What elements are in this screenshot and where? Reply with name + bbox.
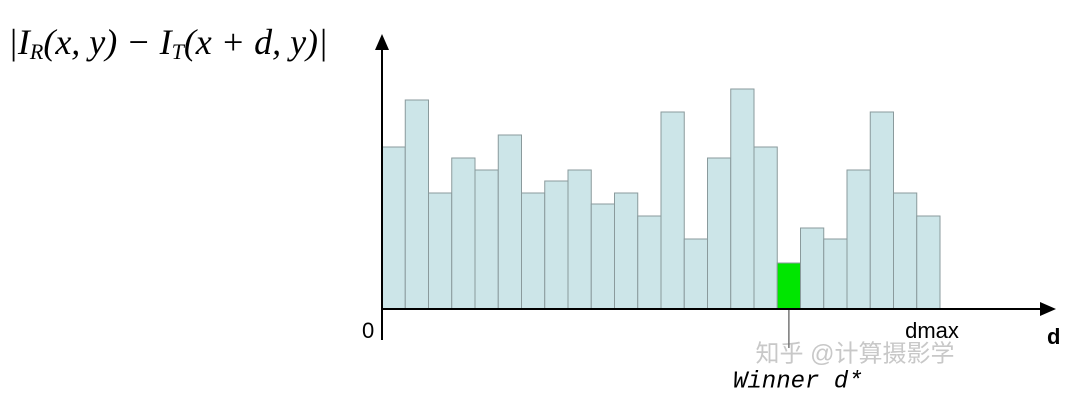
bar xyxy=(846,169,871,310)
label-part: (x + d, y)| xyxy=(184,22,328,62)
bar xyxy=(753,146,778,310)
bar xyxy=(614,192,639,310)
annotation: Winner d* xyxy=(733,368,863,395)
watermark: 知乎 @计算摄影学 xyxy=(755,340,954,367)
y-axis-arrow xyxy=(375,34,389,50)
bar xyxy=(474,169,499,310)
label-part: (x, y) − I xyxy=(43,22,173,62)
bar xyxy=(381,146,406,310)
subscript: T xyxy=(172,39,186,64)
bar xyxy=(707,157,732,310)
bar xyxy=(823,238,848,310)
x-axis-arrow xyxy=(1040,302,1056,316)
bar xyxy=(683,238,708,310)
bar xyxy=(404,99,429,310)
bar xyxy=(451,157,476,310)
bar xyxy=(800,227,825,310)
origin-label: 0 xyxy=(362,318,374,343)
bar xyxy=(893,192,918,310)
winner-bar xyxy=(776,262,801,310)
subscript: R xyxy=(29,39,44,64)
bar xyxy=(869,111,894,310)
bar xyxy=(521,192,546,310)
bar xyxy=(916,215,941,310)
bar xyxy=(567,169,592,310)
end-label: dmax xyxy=(905,318,959,343)
bar xyxy=(428,192,453,310)
bar xyxy=(544,180,569,310)
label-part: |I xyxy=(8,22,32,62)
x-axis-label: d xyxy=(1047,324,1060,349)
bar xyxy=(637,215,662,310)
bar xyxy=(590,203,615,310)
bar xyxy=(660,111,685,310)
bar xyxy=(730,88,755,310)
bar xyxy=(497,134,522,310)
y-axis-label: |IR(x, y) − IT(x + d, y)| xyxy=(8,22,328,64)
